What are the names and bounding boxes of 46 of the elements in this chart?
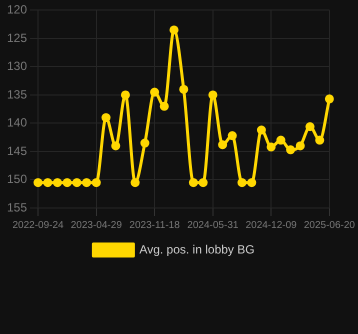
y-tick-label: 130 (6, 59, 28, 74)
point (238, 178, 247, 188)
point (82, 178, 92, 188)
y-tick-label: 125 (6, 30, 28, 45)
point (286, 145, 296, 154)
point (218, 140, 228, 150)
point (276, 136, 286, 145)
point (228, 131, 237, 140)
x-tick-label: 2024-05-31 (187, 220, 239, 231)
y-tick-label: 150 (6, 172, 28, 186)
y-tick-label: 140 (6, 116, 28, 130)
point (247, 178, 256, 188)
point (305, 122, 314, 132)
point (52, 178, 62, 188)
point (34, 178, 43, 188)
point (140, 138, 150, 148)
point (102, 113, 111, 122)
point (111, 141, 120, 150)
x-tick-label: 2022-09-24 (12, 220, 64, 231)
y-tick-label: 120 (6, 2, 28, 17)
x-tick-label: 2025-06-20 (304, 220, 356, 231)
point (160, 102, 169, 111)
point (120, 90, 130, 100)
point (179, 84, 188, 94)
point (62, 178, 72, 188)
point (92, 178, 101, 188)
y-tick-label: 155 (6, 200, 28, 214)
point (198, 178, 208, 188)
point (208, 90, 218, 100)
point (315, 136, 324, 145)
point (266, 142, 276, 152)
x-tick-label: 2024-12-09 (246, 220, 298, 231)
point (43, 178, 52, 188)
x-tick-label: 2023-04-29 (70, 220, 122, 231)
point (72, 178, 82, 188)
legend-label: Avg. pos. in lobby BG (139, 242, 255, 256)
point (170, 25, 179, 34)
y-tick-label: 135 (6, 87, 28, 102)
point (324, 94, 334, 104)
point (130, 178, 140, 188)
y-tick-label: 145 (6, 144, 28, 158)
point (296, 141, 305, 150)
point (150, 88, 160, 97)
x-tick-label: 2023-11-18 (129, 220, 180, 231)
point (256, 126, 266, 135)
point (188, 178, 198, 188)
